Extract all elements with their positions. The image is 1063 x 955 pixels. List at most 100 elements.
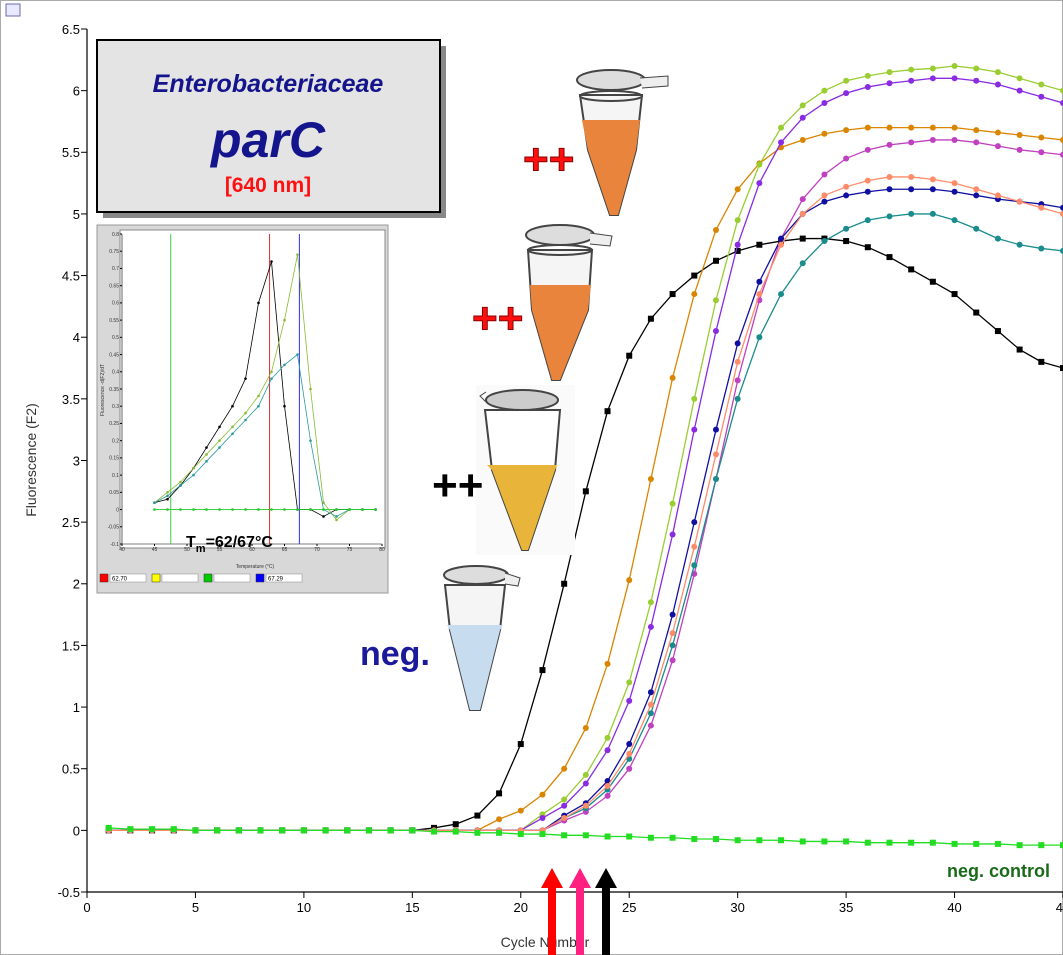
data-point [1016, 842, 1023, 849]
data-point [1038, 358, 1045, 365]
y-tick-label: -0.1 [110, 542, 119, 548]
data-point [886, 213, 893, 220]
y-tick-label: 0.65 [109, 283, 119, 289]
data-point [1016, 75, 1023, 82]
gene: parC [209, 112, 326, 168]
data-point [361, 508, 364, 511]
data-point [973, 225, 980, 232]
x-tick-label: 0 [83, 900, 90, 915]
data-point [166, 497, 169, 501]
y-tick-label: 0.75 [109, 249, 119, 255]
data-point [886, 69, 893, 76]
data-point [756, 180, 763, 187]
data-point [951, 188, 958, 195]
data-point [973, 192, 980, 199]
series-line [154, 254, 376, 521]
data-point [691, 395, 698, 402]
wavelength: [640 nm] [225, 174, 311, 197]
data-point [908, 210, 915, 217]
data-point [1016, 346, 1023, 353]
data-point [626, 750, 633, 757]
y-tick-label: 1.5 [62, 638, 80, 653]
data-point [1038, 134, 1045, 141]
data-point [994, 235, 1001, 242]
data-point [886, 186, 893, 193]
data-point [1038, 93, 1045, 100]
data-point [691, 272, 698, 279]
y-tick-label: 3 [73, 453, 80, 468]
x-tick-label: 55 [217, 547, 223, 553]
data-point [669, 500, 676, 507]
data-point [205, 446, 208, 449]
x-tick-label: 45 [1056, 900, 1063, 915]
y-tick-label: 2.5 [62, 515, 80, 530]
y-tick-label: 6.5 [62, 22, 80, 37]
data-point [929, 839, 936, 846]
data-point [561, 765, 568, 772]
data-point [296, 353, 299, 356]
data-point [973, 840, 980, 847]
data-point [734, 395, 741, 402]
data-point [734, 247, 741, 254]
x-tick-label: 50 [184, 547, 190, 553]
data-point [582, 832, 589, 839]
x-tick-label: 80 [379, 547, 385, 553]
data-point [669, 611, 676, 618]
data-point [799, 260, 806, 267]
data-point [973, 65, 980, 72]
data-point [179, 484, 182, 487]
data-point [166, 491, 169, 494]
data-point [994, 81, 1001, 88]
data-point [864, 72, 871, 79]
tube-4 [443, 565, 521, 711]
data-point [691, 519, 698, 526]
data-point [734, 241, 741, 248]
data-point [712, 475, 719, 482]
data-point [756, 278, 763, 285]
tube-3 [476, 385, 575, 555]
data-point [929, 186, 936, 193]
data-point [322, 508, 325, 511]
x-tick-label: 70 [314, 547, 320, 553]
y-tick-label: 0.25 [109, 421, 119, 427]
y-tick-label: -0.05 [108, 525, 120, 531]
data-point [257, 508, 260, 511]
data-point [908, 66, 915, 73]
data-point [218, 439, 221, 442]
data-point [179, 508, 182, 511]
neg-label: neg. [360, 635, 430, 673]
data-point [335, 508, 338, 511]
data-point [582, 802, 589, 809]
y-tick-label: 0.8 [112, 232, 119, 238]
data-point [218, 425, 221, 429]
y-tick-label: 0 [73, 823, 80, 838]
data-point [283, 404, 286, 408]
data-point [821, 198, 828, 205]
data-point [712, 328, 719, 335]
plus-label: ++ [523, 135, 574, 184]
data-point [192, 466, 195, 470]
data-point [886, 173, 893, 180]
data-point [1016, 132, 1023, 139]
data-point [647, 475, 654, 482]
tm-subscript: m [196, 543, 206, 555]
tm-text: =62/67°C [206, 534, 274, 551]
tube-2 [525, 224, 613, 381]
data-point [409, 827, 416, 834]
data-point [951, 291, 958, 298]
data-point [365, 827, 372, 834]
data-point [864, 177, 871, 184]
data-point [374, 508, 377, 511]
data-point [626, 697, 633, 704]
data-point [626, 679, 633, 686]
data-point [799, 196, 806, 203]
data-point [244, 377, 247, 380]
legend-field [109, 573, 147, 583]
data-point [626, 352, 633, 359]
y-tick-label: 4 [73, 330, 80, 345]
data-point [647, 710, 654, 717]
data-point [539, 667, 546, 674]
data-point [335, 515, 338, 518]
data-point [604, 747, 611, 754]
data-point [561, 796, 568, 803]
